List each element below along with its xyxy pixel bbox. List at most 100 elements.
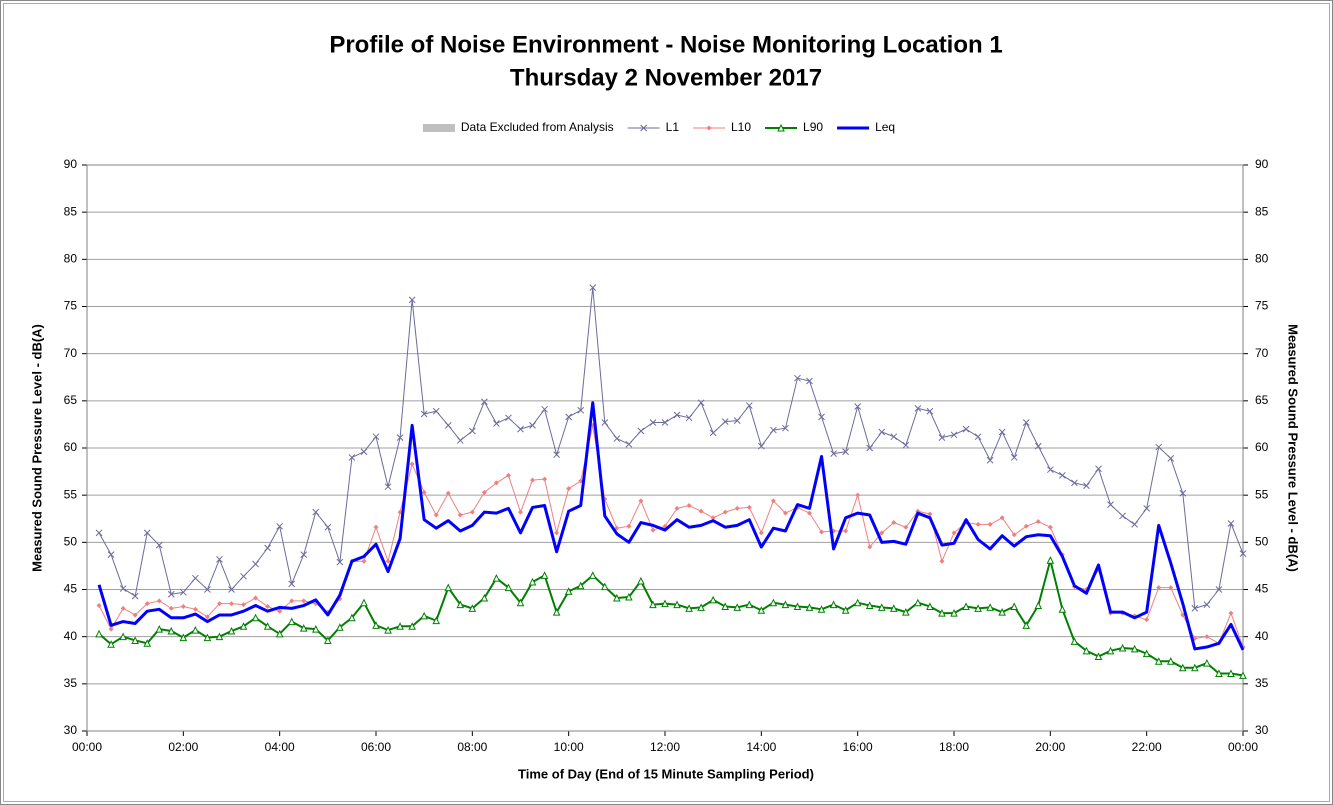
marker-x — [770, 426, 777, 434]
marker-diamond — [361, 558, 367, 564]
marker-diamond — [987, 521, 993, 527]
marker-x — [276, 522, 284, 530]
marker-diamond — [96, 603, 102, 609]
marker-triangle — [287, 617, 296, 626]
marker-triangle — [625, 592, 633, 601]
marker-diamond — [530, 477, 536, 483]
marker-x — [685, 414, 693, 422]
marker-x — [649, 419, 657, 426]
marker-triangle — [516, 598, 525, 607]
marker-x — [1010, 454, 1018, 461]
marker-triangle — [552, 608, 561, 616]
marker-triangle — [1166, 657, 1175, 665]
marker-triangle — [468, 604, 477, 612]
y-tick-label: 35 — [64, 676, 78, 690]
marker-triangle — [263, 622, 272, 630]
marker-x — [613, 435, 621, 442]
marker-diamond — [819, 529, 825, 535]
y2-tick-label: 55 — [1255, 487, 1269, 501]
marker-diamond — [554, 530, 560, 536]
y2-tick-label: 35 — [1255, 676, 1269, 690]
marker-diamond — [518, 509, 523, 515]
marker-diamond — [120, 605, 126, 611]
marker-x — [733, 417, 741, 424]
marker-x — [1119, 512, 1126, 520]
marker-triangle — [781, 600, 790, 609]
legend-marker — [640, 124, 648, 132]
marker-diamond — [505, 472, 511, 478]
marker-x — [348, 454, 356, 461]
marker-diamond — [1156, 585, 1162, 591]
marker-x — [1143, 505, 1151, 512]
y-tick-label: 80 — [64, 252, 78, 266]
marker-diamond — [493, 480, 499, 486]
marker-triangle — [745, 600, 754, 609]
marker-x — [1167, 455, 1175, 462]
marker-diamond — [1011, 532, 1017, 538]
marker-diamond — [975, 521, 981, 527]
marker-triangle — [227, 626, 236, 635]
marker-triangle — [1154, 657, 1163, 665]
marker-diamond — [746, 504, 752, 510]
marker-diamond — [253, 595, 259, 601]
x-tick-label: 12:00 — [650, 740, 680, 754]
marker-triangle — [926, 602, 934, 610]
y-axis-title: Measured Sound Pressure Level - dB(A) — [29, 324, 44, 572]
marker-triangle — [637, 576, 645, 585]
marker-x — [192, 574, 199, 582]
x-tick-label: 00:00 — [1228, 740, 1258, 754]
marker-triangle — [829, 600, 838, 609]
marker-diamond — [204, 614, 210, 620]
x-tick-label: 10:00 — [554, 740, 584, 754]
marker-triangle — [865, 601, 874, 610]
marker-triangle — [131, 636, 139, 644]
marker-x — [1131, 521, 1138, 528]
marker-x — [890, 433, 898, 441]
marker-triangle — [889, 604, 898, 612]
y2-tick-label: 50 — [1255, 535, 1269, 549]
marker-diamond — [156, 598, 162, 604]
marker-diamond — [1228, 610, 1234, 616]
marker-diamond — [674, 505, 680, 511]
marker-x — [1227, 520, 1235, 527]
marker-x — [167, 590, 175, 598]
y2-tick-label: 65 — [1255, 393, 1269, 407]
marker-x — [493, 420, 500, 427]
marker-diamond — [481, 489, 487, 495]
x-tick-label: 22:00 — [1132, 740, 1162, 754]
marker-diamond — [722, 509, 728, 515]
marker-triangle — [203, 633, 212, 642]
marker-diamond — [626, 523, 632, 529]
marker-x — [1022, 419, 1030, 426]
marker-x — [396, 434, 404, 441]
marker-x — [228, 586, 235, 593]
marker-x — [986, 456, 994, 464]
marker-triangle — [540, 571, 549, 579]
marker-diamond — [1023, 523, 1029, 529]
y-tick-label: 55 — [64, 487, 78, 501]
marker-x — [517, 425, 524, 433]
marker-diamond — [229, 601, 234, 607]
x-tick-label: 18:00 — [939, 740, 969, 754]
y2-tick-label: 80 — [1255, 252, 1269, 266]
marker-x — [95, 529, 103, 537]
marker-triangle — [1022, 621, 1031, 629]
marker-triangle — [757, 606, 766, 614]
marker-x — [1239, 550, 1247, 558]
marker-triangle — [1106, 646, 1115, 655]
marker-triangle — [914, 598, 922, 607]
legend-label: L10 — [731, 120, 751, 134]
x-axis-title: Time of Day (End of 15 Minute Sampling P… — [518, 766, 814, 781]
marker-x — [384, 483, 392, 491]
marker-triangle — [336, 623, 344, 631]
marker-triangle — [119, 632, 127, 641]
marker-triangle — [962, 602, 970, 610]
legend-label: Data Excluded from Analysis — [461, 120, 614, 134]
x-tick-label: 00:00 — [72, 740, 102, 754]
y-tick-label: 30 — [64, 723, 78, 737]
marker-x — [143, 529, 151, 537]
marker-diamond — [385, 558, 391, 564]
marker-diamond — [433, 512, 439, 518]
marker-x — [830, 450, 837, 458]
